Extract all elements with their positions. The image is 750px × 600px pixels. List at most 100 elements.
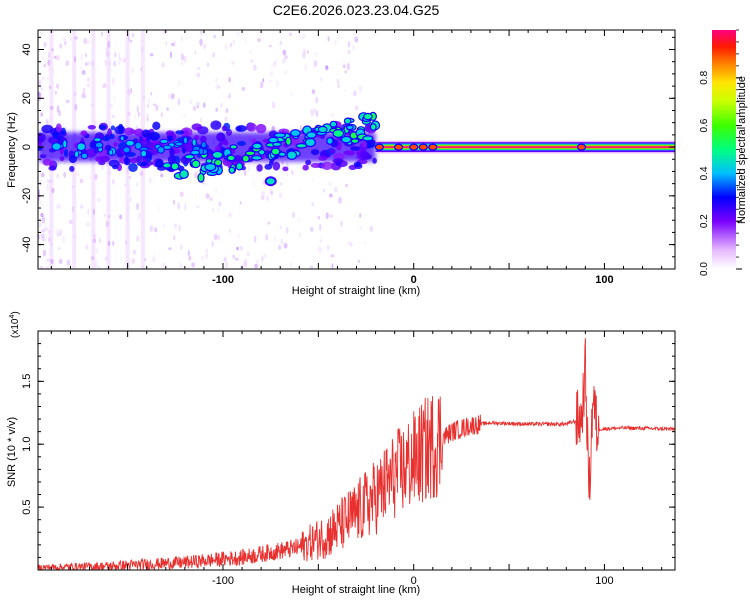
noise-speckle — [310, 108, 313, 116]
noise-speckle — [132, 249, 136, 255]
noise-band-blob — [98, 124, 107, 130]
noise-speckle — [145, 118, 149, 122]
noise-speckle — [338, 196, 342, 204]
noise-speckle — [317, 216, 321, 220]
noise-speckle — [337, 83, 340, 89]
noise-speckle — [48, 65, 51, 74]
noise-speckle — [277, 245, 282, 250]
noise-speckle — [216, 208, 221, 212]
noise-speckle — [107, 60, 112, 66]
noise-speckle — [45, 183, 50, 192]
noise-speckle — [48, 85, 52, 90]
noise-speckle — [56, 173, 59, 179]
noise-band-blob — [175, 130, 185, 135]
noise-speckle — [215, 107, 219, 112]
noise-speckle — [95, 248, 99, 254]
noise-speckle — [149, 225, 154, 232]
noise-speckle — [330, 112, 335, 118]
noise-speckle — [205, 248, 209, 253]
snr-ylabel: SNR (10 * v/v) — [6, 417, 18, 487]
colorbar-tick-label: 0.0 — [699, 262, 710, 276]
noise-speckle — [358, 85, 363, 93]
noise-band-blob — [372, 157, 377, 164]
noise-band-blob — [234, 156, 243, 163]
noise-speckle — [148, 97, 150, 104]
noise-speckle — [125, 240, 127, 245]
noise-speckle — [38, 93, 42, 96]
noise-speckle — [87, 208, 90, 216]
noise-speckle — [46, 179, 50, 183]
noise-speckle — [81, 70, 86, 75]
noise-speckle — [65, 60, 70, 67]
noise-band-blob — [183, 129, 189, 137]
noise-speckle — [312, 108, 316, 114]
noise-speckle — [334, 186, 338, 193]
colorbar-tick-label: 0.2 — [699, 214, 710, 228]
noise-speckle — [241, 86, 245, 91]
noise-speckle — [266, 195, 269, 202]
noise-speckle — [165, 40, 168, 46]
noise-speckle — [205, 252, 208, 260]
tone-blob — [190, 149, 201, 156]
noise-speckle — [105, 47, 109, 52]
noise-speckle — [203, 183, 208, 186]
noise-speckle — [55, 83, 59, 89]
noise-speckle — [262, 78, 265, 83]
noise-speckle — [79, 178, 84, 184]
noise-speckle — [38, 80, 42, 84]
noise-speckle — [48, 179, 53, 183]
noise-speckle — [342, 64, 346, 69]
noise-speckle — [328, 181, 332, 187]
noise-speckle — [129, 196, 132, 203]
noise-speckle — [138, 213, 141, 218]
snr-ticks: -100 0 100 0.5 1.0 1.5 — [21, 330, 675, 587]
noise-speckle — [256, 259, 259, 265]
noise-speckle — [143, 95, 145, 100]
noise-speckle — [41, 57, 46, 60]
noise-speckle — [339, 229, 343, 234]
noise-speckle — [297, 218, 300, 223]
tone-blob — [332, 129, 345, 139]
noise-band-blob — [196, 126, 201, 131]
noise-speckle — [86, 83, 91, 88]
noise-speckle — [61, 236, 66, 243]
noise-band-blob — [48, 136, 60, 145]
tone-blob — [273, 132, 286, 139]
noise-speckle — [40, 55, 43, 62]
noise-speckle — [179, 262, 183, 269]
noise-speckle — [41, 216, 46, 224]
noise-speckle — [126, 207, 130, 211]
noise-speckle — [272, 62, 276, 67]
noise-speckle — [307, 50, 309, 54]
noise-speckle — [189, 99, 193, 105]
noise-speckle — [196, 72, 201, 78]
noise-speckle — [344, 183, 349, 188]
spectrogram-ylabel: Frequency (Hz) — [6, 112, 18, 188]
noise-speckle — [163, 224, 166, 228]
noise-speckle — [127, 111, 131, 116]
x-tick-label: -100 — [212, 575, 234, 587]
noise-speckle — [140, 67, 143, 72]
noise-speckle — [253, 64, 257, 71]
snr-xlabel: Height of straight line (km) — [292, 584, 420, 596]
noise-speckle — [47, 230, 51, 235]
tone-blob — [329, 120, 338, 128]
noise-speckle — [179, 244, 183, 250]
noise-speckle — [232, 40, 235, 44]
noise-band-blob — [255, 123, 267, 134]
noise-band-blob — [102, 135, 111, 142]
noise-speckle — [278, 192, 283, 199]
noise-band-blob — [282, 166, 289, 172]
noise-speckle — [112, 178, 115, 185]
noise-speckle — [72, 206, 74, 213]
tone-blob — [346, 124, 354, 131]
noise-speckle — [265, 233, 269, 241]
noise-speckle — [209, 197, 214, 201]
noise-speckle — [101, 85, 104, 89]
noise-speckle — [51, 187, 55, 194]
tone-blob — [290, 129, 301, 138]
noise-speckle — [279, 40, 283, 46]
noise-speckle — [187, 250, 190, 257]
noise-speckle — [288, 32, 293, 37]
noise-speckle — [119, 214, 122, 220]
